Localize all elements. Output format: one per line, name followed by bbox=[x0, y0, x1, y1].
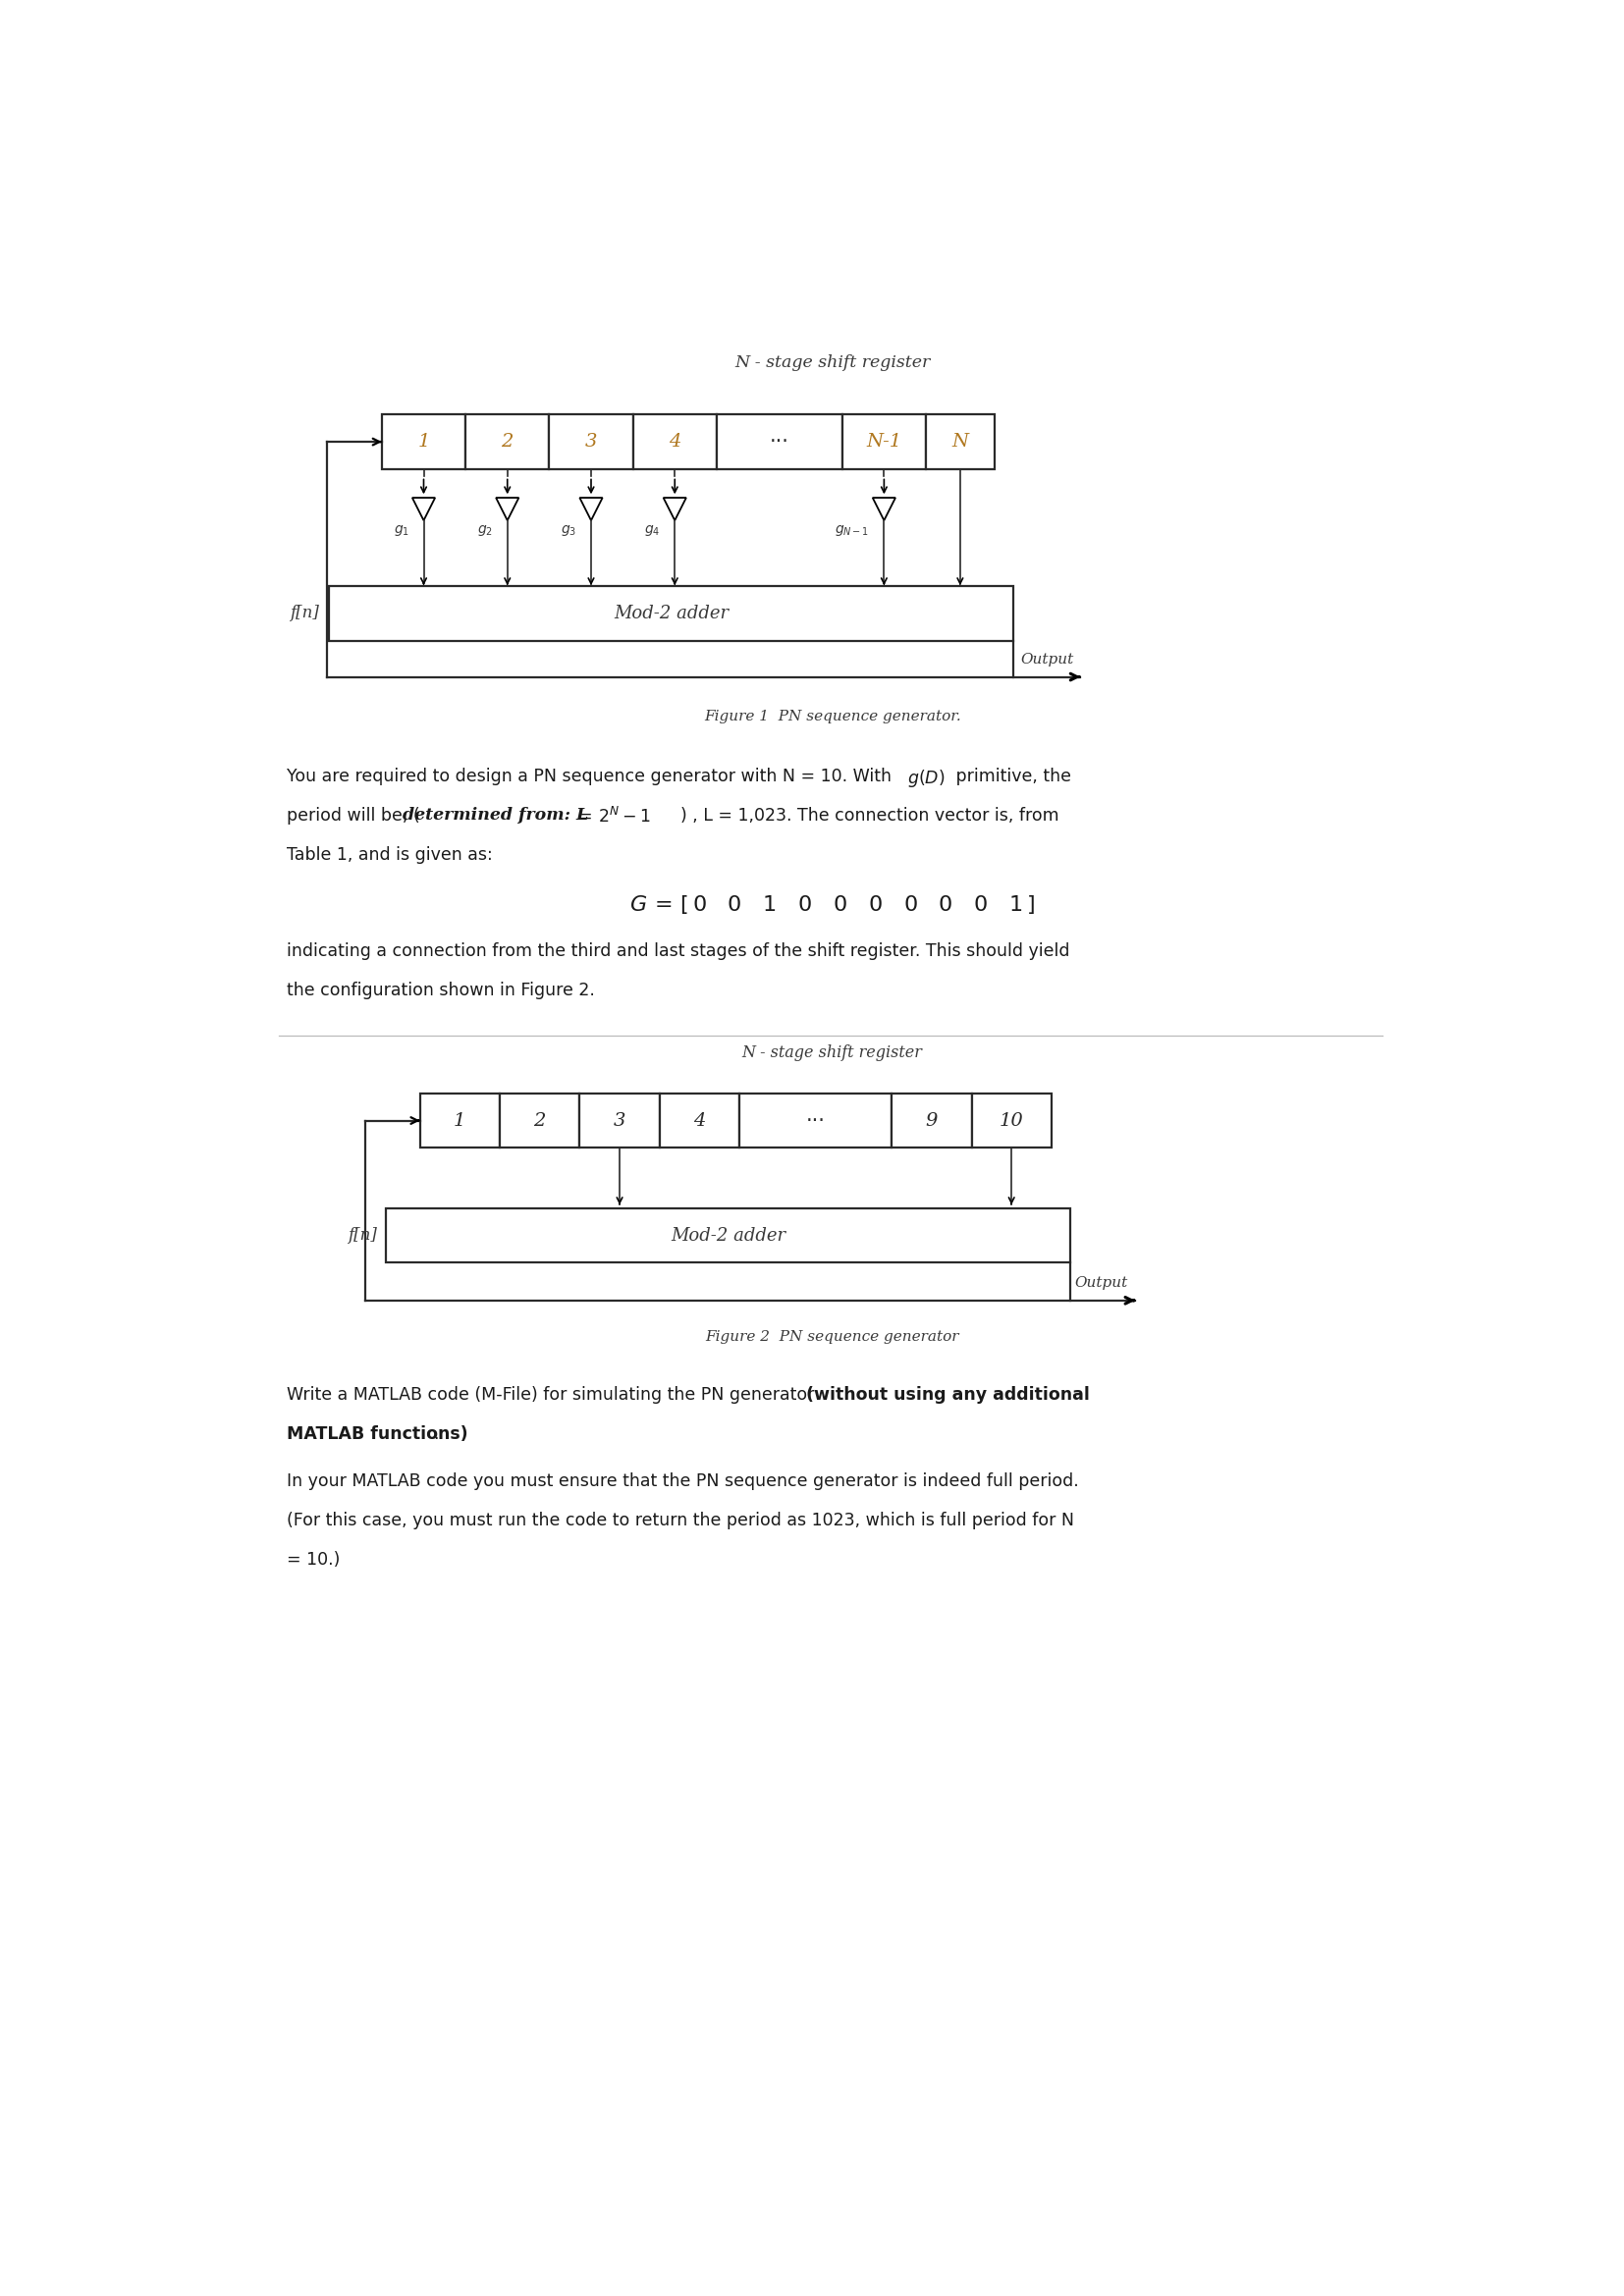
Text: 4: 4 bbox=[693, 1111, 705, 1130]
Bar bbox=[382, 416, 466, 468]
Text: Table 1, and is given as:: Table 1, and is given as: bbox=[287, 847, 492, 863]
Text: 2: 2 bbox=[534, 1111, 546, 1130]
Text: You are required to design a PN sequence generator with N = 10. With: You are required to design a PN sequence… bbox=[287, 767, 896, 785]
Bar bbox=[739, 1093, 892, 1148]
Text: 1: 1 bbox=[453, 1111, 466, 1130]
Text: f[n]: f[n] bbox=[348, 1226, 377, 1244]
Text: Output: Output bbox=[1075, 1277, 1127, 1290]
Text: ) , L = 1,023. The connection vector is, from: ) , L = 1,023. The connection vector is,… bbox=[680, 806, 1059, 824]
Bar bbox=[926, 416, 994, 468]
Text: ···: ··· bbox=[770, 432, 789, 452]
Bar bbox=[843, 416, 926, 468]
Text: $g_3$: $g_3$ bbox=[560, 523, 577, 537]
Text: primitive, the: primitive, the bbox=[950, 767, 1070, 785]
Text: indicating a connection from the third and last stages of the shift register. Th: indicating a connection from the third a… bbox=[287, 941, 1070, 960]
Bar bbox=[633, 416, 716, 468]
Bar bbox=[716, 416, 843, 468]
Text: 1: 1 bbox=[417, 434, 430, 450]
Bar bbox=[549, 416, 633, 468]
Text: 2: 2 bbox=[502, 434, 513, 450]
Polygon shape bbox=[495, 498, 518, 521]
Text: = 10.): = 10.) bbox=[287, 1550, 339, 1568]
Text: $g_1$: $g_1$ bbox=[393, 523, 409, 537]
Text: (without using any additional: (without using any additional bbox=[806, 1387, 1090, 1403]
Bar bbox=[466, 416, 549, 468]
Text: 9: 9 bbox=[926, 1111, 937, 1130]
Polygon shape bbox=[412, 498, 435, 521]
Text: determined from: L: determined from: L bbox=[403, 806, 588, 824]
Bar bbox=[659, 1093, 739, 1148]
Text: 4: 4 bbox=[669, 434, 680, 450]
Text: Figure 2  PN sequence generator: Figure 2 PN sequence generator bbox=[705, 1329, 960, 1343]
Text: In your MATLAB code you must ensure that the PN sequence generator is indeed ful: In your MATLAB code you must ensure that… bbox=[287, 1472, 1078, 1490]
Bar bbox=[328, 585, 1013, 641]
Text: 10: 10 bbox=[999, 1111, 1023, 1130]
Text: N: N bbox=[952, 434, 968, 450]
Text: 3: 3 bbox=[614, 1111, 625, 1130]
Text: ···: ··· bbox=[806, 1111, 825, 1130]
Bar bbox=[385, 1208, 1070, 1263]
Bar bbox=[580, 1093, 659, 1148]
Text: MATLAB functions): MATLAB functions) bbox=[287, 1426, 468, 1442]
Text: $G \,=\, [\,0 \quad 0 \quad 1 \quad 0 \quad 0 \quad 0 \quad 0 \quad 0 \quad 0 \q: $G \,=\, [\,0 \quad 0 \quad 1 \quad 0 \q… bbox=[630, 893, 1034, 916]
Text: $g_4$: $g_4$ bbox=[645, 523, 661, 537]
Text: the configuration shown in Figure 2.: the configuration shown in Figure 2. bbox=[287, 980, 594, 999]
Text: Mod-2 adder: Mod-2 adder bbox=[671, 1226, 786, 1244]
Text: f[n]: f[n] bbox=[291, 606, 320, 622]
Text: N - stage shift register: N - stage shift register bbox=[734, 356, 931, 372]
Bar bbox=[421, 1093, 500, 1148]
Text: 3: 3 bbox=[585, 434, 598, 450]
Bar bbox=[892, 1093, 971, 1148]
Text: $g_{N-1}$: $g_{N-1}$ bbox=[835, 523, 869, 537]
Text: Mod-2 adder: Mod-2 adder bbox=[614, 604, 729, 622]
Polygon shape bbox=[580, 498, 603, 521]
Text: $= \, 2^{N} - 1$: $= \, 2^{N} - 1$ bbox=[570, 806, 651, 827]
Text: Write a MATLAB code (M-File) for simulating the PN generator: Write a MATLAB code (M-File) for simulat… bbox=[287, 1387, 820, 1403]
Text: Figure 1  PN sequence generator.: Figure 1 PN sequence generator. bbox=[703, 709, 961, 723]
Text: .: . bbox=[434, 1426, 438, 1442]
Text: N-1: N-1 bbox=[866, 434, 901, 450]
Polygon shape bbox=[663, 498, 687, 521]
Text: $g_2$: $g_2$ bbox=[477, 523, 494, 537]
Polygon shape bbox=[872, 498, 895, 521]
Bar bbox=[500, 1093, 580, 1148]
Bar bbox=[971, 1093, 1051, 1148]
Text: period will be, (: period will be, ( bbox=[287, 806, 421, 824]
Text: $g(D)$: $g(D)$ bbox=[906, 767, 945, 790]
Text: (For this case, you must run the code to return the period as 1023, which is ful: (For this case, you must run the code to… bbox=[287, 1511, 1073, 1529]
Text: Output: Output bbox=[1021, 652, 1075, 666]
Text: N - stage shift register: N - stage shift register bbox=[742, 1045, 922, 1061]
